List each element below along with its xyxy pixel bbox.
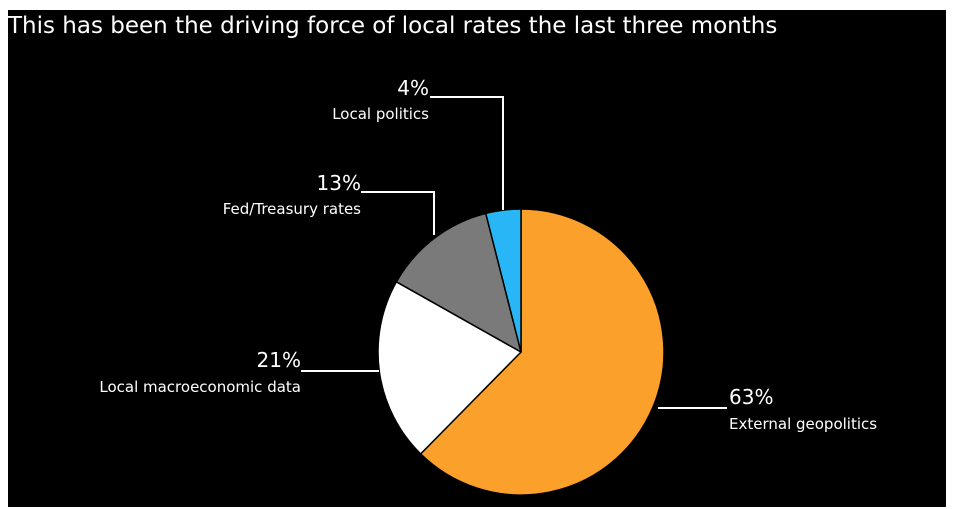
pie-slice-external-geopolitics [419,208,665,496]
chart-title: This has been the driving force of local… [8,13,778,39]
pie-slice-fed-treasury-rates [395,212,522,353]
value-label-fed-treasury-rates: 13% [317,171,361,195]
slice-group-external-geopolitics: 63% External geopolitics [658,385,877,433]
value-label-external-geopolitics: 63% [729,385,773,409]
pie-slices [377,208,665,496]
slice-group-fed-treasury-rates: 13% Fed/Treasury rates [223,171,435,235]
category-label-local-politics: Local politics [332,105,429,123]
category-label-local-macroeconomic-data: Local macroeconomic data [99,378,301,396]
slice-group-local-macroeconomic-data: 21% Local macroeconomic data [99,348,379,396]
value-label-local-politics: 4% [397,76,429,100]
pie-slice-local-politics [485,208,522,353]
category-label-external-geopolitics: External geopolitics [729,415,877,433]
category-label-fed-treasury-rates: Fed/Treasury rates [223,200,361,218]
leader-line-fed-treasury-rates [361,191,435,235]
slice-group-local-politics: 4% Local politics [332,76,504,210]
leader-line-local-politics [430,96,504,210]
value-label-local-macroeconomic-data: 21% [257,348,301,372]
pie-slice-local-macroeconomic-data [377,281,522,455]
